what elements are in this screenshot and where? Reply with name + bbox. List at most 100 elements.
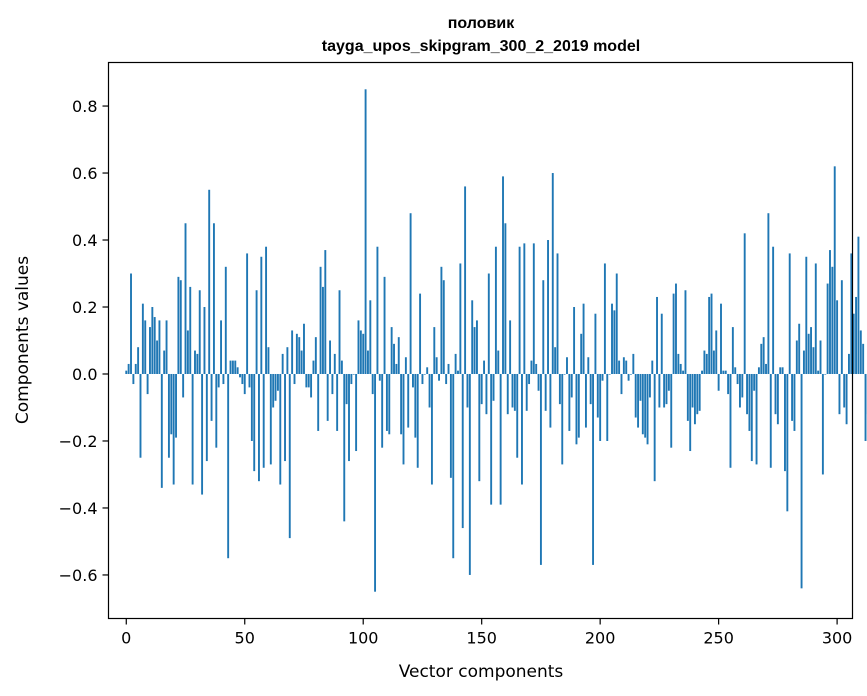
y-axis: −0.6 −0.4 −0.2 0.0 0.2 0.4 0.6 0.8 <box>59 97 109 585</box>
chart-title: половик <box>448 15 515 32</box>
bar <box>153 317 156 374</box>
bar <box>757 367 760 374</box>
bar <box>338 290 341 374</box>
bar <box>407 373 410 428</box>
bar <box>558 373 561 405</box>
bar <box>577 373 580 438</box>
bar <box>632 353 635 374</box>
bar <box>862 343 865 374</box>
bar <box>755 373 758 465</box>
bar <box>864 373 867 441</box>
bar <box>255 290 258 374</box>
bar <box>381 373 384 448</box>
bar <box>644 373 647 438</box>
bar <box>831 266 834 374</box>
bar <box>355 373 358 452</box>
bar <box>146 373 149 395</box>
bar <box>184 223 187 374</box>
bar <box>175 373 177 438</box>
bar <box>314 337 317 374</box>
bar <box>286 347 289 374</box>
bar <box>549 373 552 428</box>
bar <box>253 373 256 472</box>
bar <box>464 186 467 374</box>
bar <box>172 373 175 485</box>
bar <box>506 373 509 415</box>
bar <box>656 296 658 374</box>
bar <box>480 373 483 405</box>
bar <box>378 373 381 381</box>
bar <box>324 250 327 374</box>
bar <box>539 373 542 565</box>
bar <box>189 286 192 374</box>
bar <box>724 370 727 374</box>
bar <box>319 266 322 374</box>
bar <box>765 363 767 374</box>
bar <box>767 213 770 374</box>
bar <box>753 373 756 391</box>
chart-subtitle: tayga_upos_skipgram_300_2_2019 model <box>322 38 640 55</box>
bar <box>698 373 701 411</box>
bar <box>419 293 422 374</box>
x-axis-label: Vector components <box>399 662 564 682</box>
bar <box>641 373 644 435</box>
x-tick-label: 150 <box>466 629 497 648</box>
bar <box>167 373 170 458</box>
bar <box>156 340 159 374</box>
bar <box>568 373 571 431</box>
bar <box>535 363 538 374</box>
bar <box>130 273 132 374</box>
bar <box>556 253 559 374</box>
bar <box>269 373 272 465</box>
bar <box>485 373 488 415</box>
bar <box>748 373 751 431</box>
bar <box>452 373 455 559</box>
bar <box>258 373 260 482</box>
bar <box>260 256 263 374</box>
bar <box>217 373 220 388</box>
bar <box>727 373 730 395</box>
bar <box>250 373 253 441</box>
y-tick-label: 0.2 <box>72 298 97 317</box>
bar <box>267 347 270 374</box>
bar <box>731 327 734 374</box>
bar <box>454 353 457 374</box>
bar <box>722 370 725 374</box>
bar <box>397 337 400 374</box>
bar <box>734 367 737 374</box>
bar <box>836 300 839 374</box>
bar <box>696 373 699 415</box>
bar <box>307 373 310 388</box>
bar <box>364 89 367 375</box>
bar <box>499 373 502 505</box>
bar <box>705 353 708 374</box>
bar <box>516 373 519 458</box>
bar <box>513 373 516 411</box>
bar <box>845 373 848 425</box>
y-tick-label: 0.0 <box>72 365 97 384</box>
bar <box>165 320 168 374</box>
bar <box>201 373 204 495</box>
bar <box>329 340 331 374</box>
bar <box>144 320 147 374</box>
bar <box>824 373 827 375</box>
bar <box>537 373 540 391</box>
bar <box>170 373 173 435</box>
bar <box>634 373 637 418</box>
bar <box>369 300 372 374</box>
bar <box>248 373 251 388</box>
bar <box>570 373 573 398</box>
bar <box>298 337 301 374</box>
bar <box>229 360 232 374</box>
bar <box>653 373 656 482</box>
bar <box>563 373 566 375</box>
bar <box>385 373 388 431</box>
bar <box>710 293 713 374</box>
bar <box>580 333 583 374</box>
bar <box>646 373 649 445</box>
bar <box>601 373 604 381</box>
bar <box>547 240 549 374</box>
bar <box>798 323 801 374</box>
bar <box>693 373 696 425</box>
bar <box>137 347 140 374</box>
